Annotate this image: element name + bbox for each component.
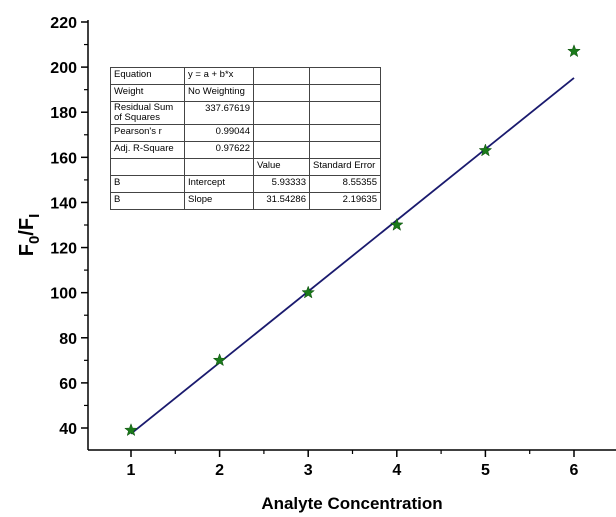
data-point-3 [301,285,316,299]
stats-cell: Adj. R-Square [110,141,185,159]
data-point-4 [389,217,404,231]
stats-cell [184,158,254,176]
stats-cell: 5.93333 [253,175,310,193]
y-title-slash: /F [16,218,38,236]
x-tick-label-2: 2 [215,462,224,479]
stats-row: Value Standard Error [110,158,381,176]
y-title-sub0: 0 [26,236,43,244]
stats-cell: Weight [110,84,185,102]
stats-cell: Equation [110,67,185,85]
stats-cell: 8.55355 [309,175,381,193]
stats-cell [253,141,310,159]
data-points [124,44,581,437]
stats-cell [309,67,381,85]
y-tick-label-80: 80 [59,331,77,348]
stats-row: Pearson's r 0.99044 [110,124,381,142]
stats-cell [253,101,310,125]
stats-cell: 0.97622 [184,141,254,159]
stats-cell: Residual Sum of Squares [110,101,185,125]
stats-cell [309,101,381,125]
y-title-main: F [16,244,38,256]
x-tick-label-6: 6 [570,462,579,479]
stats-cell [110,158,185,176]
stats-cell: Value [253,158,310,176]
stats-row: Residual Sum of Squares 337.67619 [110,101,381,125]
y-axis-title: F0/FI [16,214,43,257]
x-ticks: 1 2 3 4 5 6 [127,450,579,479]
data-point-5 [478,143,493,157]
stats-cell [253,84,310,102]
data-point-2 [212,353,227,367]
stats-cell: 2.19635 [309,192,381,210]
x-axis-title: Analyte Concentration [261,494,442,513]
y-tick-label-40: 40 [59,421,77,438]
stats-cell: 31.54286 [253,192,310,210]
y-tick-label-120: 120 [50,241,77,258]
stats-cell [253,67,310,85]
stats-cell [309,124,381,142]
y-tick-label-220: 220 [50,15,77,32]
x-tick-label-4: 4 [392,462,401,479]
stats-row: Equation y = a + b*x [110,67,381,85]
data-point-1 [124,423,138,437]
stats-cell: 0.99044 [184,124,254,142]
stats-row: Weight No Weighting [110,84,381,102]
stats-cell: B [110,175,185,193]
y-tick-label-180: 180 [50,105,77,122]
stats-cell: Pearson's r [110,124,185,142]
y-ticks: 40 60 80 100 120 140 160 180 200 220 [50,15,88,438]
stats-cell: Slope [184,192,254,210]
fit-line [130,77,575,435]
stats-cell: y = a + b*x [184,67,254,85]
stats-row: B Slope 31.54286 2.19635 [110,192,381,210]
fit-statistics-table: Equation y = a + b*x Weight No Weighting Res… [110,67,381,210]
y-tick-label-200: 200 [50,60,77,77]
stats-cell: Intercept [184,175,254,193]
y-tick-label-140: 140 [50,195,77,212]
stats-cell: 337.67619 [184,101,254,125]
stats-cell: Standard Error [309,158,381,176]
stats-cell [253,124,310,142]
stats-row: B Intercept 5.93333 8.55355 [110,175,381,193]
stats-cell [309,84,381,102]
stats-row: Adj. R-Square 0.97622 [110,141,381,159]
stats-cell: B [110,192,185,210]
y-tick-label-160: 160 [50,150,77,167]
x-tick-label-3: 3 [304,462,313,479]
y-title-sub1: I [26,214,43,218]
stats-cell: No Weighting [184,84,254,102]
fit-line-group [130,77,575,435]
x-tick-label-1: 1 [127,462,136,479]
x-tick-label-5: 5 [481,462,490,479]
stats-cell [309,141,381,159]
y-tick-label-100: 100 [50,286,77,303]
y-tick-label-60: 60 [59,376,77,393]
data-point-6 [567,44,581,58]
